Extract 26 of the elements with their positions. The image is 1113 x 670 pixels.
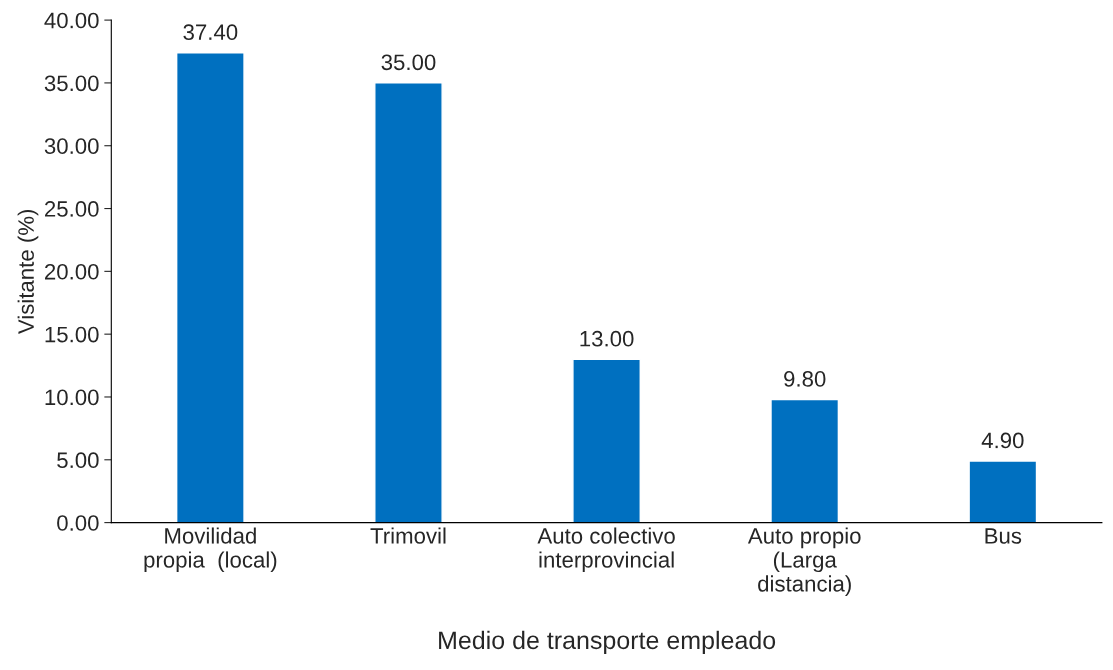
- data-label: 35.00: [381, 54, 436, 71]
- x-tick-label: Movilidad propia (local): [144, 527, 277, 573]
- bar: [770, 398, 840, 523]
- y-axis-title: Visitante (%): [17, 209, 39, 335]
- y-tick-label: 40.00: [44, 12, 99, 29]
- y-tick-label: 20.00: [45, 263, 99, 280]
- bar: [572, 358, 641, 523]
- data-label: 9.80: [784, 371, 826, 387]
- data-label: 13.00: [580, 330, 634, 347]
- x-tick-label: Bus: [985, 528, 1022, 544]
- x-tick-label: Trimovil: [370, 527, 446, 544]
- y-tick-label: 15.00: [45, 326, 99, 343]
- bar: [175, 52, 245, 523]
- y-tick-label: 25.00: [45, 201, 99, 217]
- x-tick-label: Auto colectivo interprovincial: [537, 527, 675, 573]
- y-tick-label: 30.00: [44, 138, 99, 154]
- data-label: 37.40: [183, 24, 238, 41]
- x-tick-label: Auto propio (Larga distancia): [747, 527, 861, 597]
- x-axis-title: Medio de transporte empleado: [439, 630, 776, 655]
- y-tick-label: 35.00: [44, 75, 99, 92]
- y-tick-label: 5.00: [57, 452, 99, 469]
- y-tick-label: 10.00: [45, 389, 99, 406]
- bar: [968, 460, 1038, 523]
- data-label: 4.90: [981, 432, 1024, 449]
- bar: [374, 82, 443, 523]
- y-tick-label: 0.00: [57, 515, 99, 531]
